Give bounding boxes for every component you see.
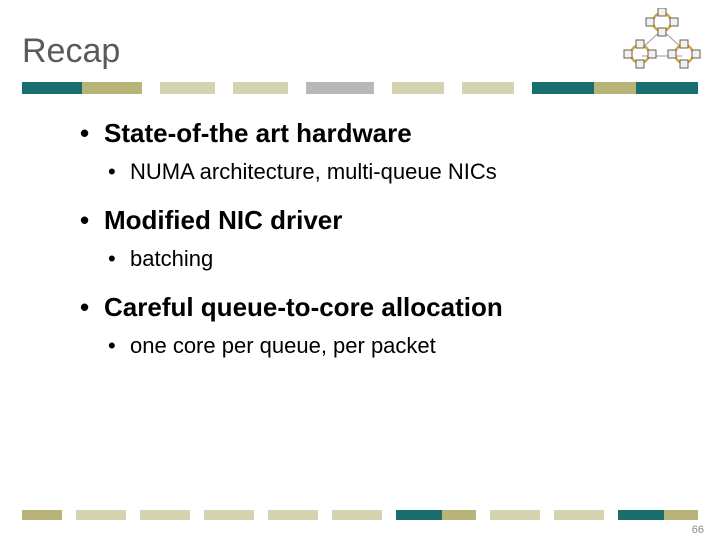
band-segment (374, 82, 392, 94)
band-segment (392, 82, 444, 94)
bullet-text: Careful queue-to-core allocation (104, 292, 503, 323)
band-segment (396, 510, 442, 520)
bullet-lvl1: • State-of-the art hardware (80, 118, 660, 149)
band-segment (664, 510, 698, 520)
band-segment (514, 82, 532, 94)
bullet-lvl2: • one core per queue, per packet (108, 333, 660, 359)
bullet-text: one core per queue, per packet (130, 333, 436, 359)
bullet-dot-icon: • (80, 118, 104, 149)
bullet-dot-icon: • (80, 205, 104, 236)
band-segment (604, 510, 618, 520)
band-segment (233, 82, 288, 94)
bottom-color-band (22, 510, 698, 520)
page-number: 66 (692, 524, 704, 536)
logo-icon (618, 8, 706, 74)
band-segment (288, 82, 306, 94)
band-segment (532, 82, 594, 94)
band-segment (540, 510, 554, 520)
band-segment (554, 510, 604, 520)
band-segment (254, 510, 268, 520)
bullet-text: batching (130, 246, 213, 272)
band-segment (444, 82, 462, 94)
band-segment (476, 510, 490, 520)
band-segment (618, 510, 664, 520)
band-segment (490, 510, 540, 520)
band-segment (160, 82, 215, 94)
top-color-band (22, 82, 698, 94)
bullet-text: NUMA architecture, multi-queue NICs (130, 159, 497, 185)
band-segment (318, 510, 332, 520)
bullet-lvl1: • Modified NIC driver (80, 205, 660, 236)
band-segment (62, 510, 76, 520)
band-segment (332, 510, 382, 520)
band-segment (82, 82, 142, 94)
bullet-text: State-of-the art hardware (104, 118, 412, 149)
band-segment (76, 510, 126, 520)
bullet-dot-icon: • (108, 246, 130, 272)
bullet-dot-icon: • (108, 159, 130, 185)
band-segment (126, 510, 140, 520)
bullet-text: Modified NIC driver (104, 205, 342, 236)
band-segment (306, 82, 374, 94)
band-segment (215, 82, 233, 94)
band-segment (142, 82, 160, 94)
slide: Recap (0, 0, 720, 540)
band-segment (204, 510, 254, 520)
band-segment (462, 82, 514, 94)
band-segment (22, 82, 82, 94)
band-segment (382, 510, 396, 520)
band-segment (22, 510, 62, 520)
bullet-dot-icon: • (80, 292, 104, 323)
content-area: • State-of-the art hardware • NUMA archi… (80, 118, 660, 379)
band-segment (594, 82, 636, 94)
bullet-dot-icon: • (108, 333, 130, 359)
band-segment (636, 82, 698, 94)
corner-logo (618, 8, 706, 79)
slide-title: Recap (22, 32, 120, 71)
bullet-lvl2: • NUMA architecture, multi-queue NICs (108, 159, 660, 185)
band-segment (140, 510, 190, 520)
bullet-lvl2: • batching (108, 246, 660, 272)
band-segment (190, 510, 204, 520)
band-segment (268, 510, 318, 520)
band-segment (442, 510, 476, 520)
bullet-lvl1: • Careful queue-to-core allocation (80, 292, 660, 323)
